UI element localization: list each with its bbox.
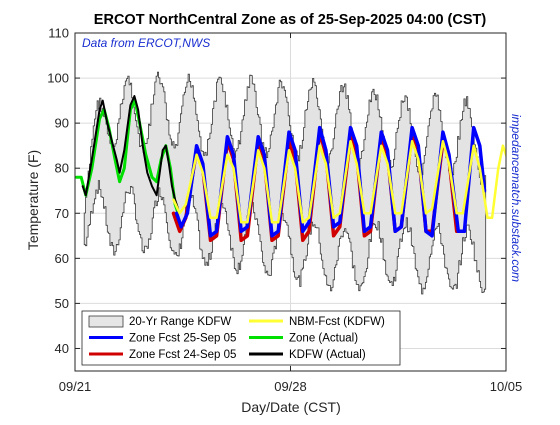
legend-label: Zone (Actual)	[289, 333, 358, 345]
legend-label: 20-Yr Range KDFW	[129, 316, 231, 328]
legend-swatch	[88, 315, 124, 328]
plot-content	[75, 71, 506, 295]
side-watermark-text: impedancematch.substack.com	[509, 114, 523, 282]
y-axis-label: Temperature (F)	[25, 150, 41, 250]
legend-label: Zone Fcst 24-Sep 05	[129, 349, 236, 361]
x-tick-label: 09/28	[274, 379, 307, 394]
legend-label: KDFW (Actual)	[289, 349, 366, 361]
y-tick-label: 110	[48, 26, 69, 41]
x-tick-label: 10/05	[490, 379, 523, 394]
y-tick-label: 60	[55, 251, 69, 266]
legend-label: Zone Fcst 25-Sep 05	[129, 333, 236, 345]
data-source-note: Data from ERCOT,NWS	[82, 36, 210, 50]
y-tick-label: 40	[55, 341, 69, 356]
y-tick-label: 80	[55, 161, 69, 176]
y-tick-label: 50	[55, 296, 69, 311]
x-axis-label: Day/Date (CST)	[241, 399, 341, 415]
series-line-kdfw-actual	[81, 95, 180, 210]
legend: 20-Yr Range KDFW NBM-Fcst (KDFW) Zone Fcst…	[81, 310, 401, 366]
series-line-nbm-fcst-kdfw	[172, 139, 506, 224]
legend-label: NBM-Fcst (KDFW)	[289, 316, 385, 328]
y-tick-label: 90	[55, 116, 69, 131]
legend-box	[81, 310, 401, 366]
y-tick-label: 100	[47, 71, 69, 86]
y-tick-label: 70	[55, 206, 69, 221]
chart-title: ERCOT NorthCentral Zone as of 25-Sep-202…	[94, 12, 487, 28]
x-tick-label: 09/21	[59, 379, 92, 394]
